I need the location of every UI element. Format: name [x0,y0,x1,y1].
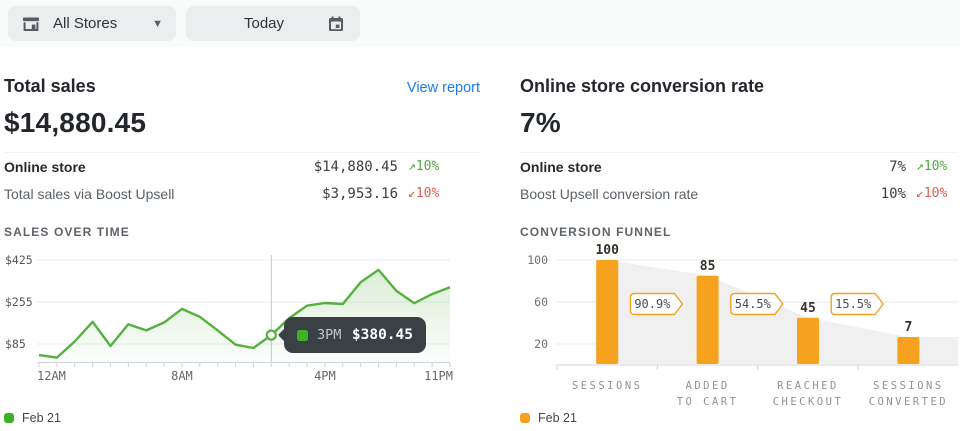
metric-delta-down: ↙10% [916,186,958,201]
metric-delta-up: ↗10% [916,159,958,174]
svg-text:100: 100 [527,253,548,267]
funnel-chart-legend: Feb 21 [520,411,577,425]
funnel-chart-svg: 100 60 20 90.9% 54.5% 15.5% 100 85 45 7 SESSIONS AD… [527,243,959,408]
storefront-icon [21,14,41,34]
metric-delta-up: ↗10% [408,159,480,174]
legend-label: Feb 21 [22,411,61,425]
trend-down-arrow-icon: ↙ [408,186,416,201]
svg-text:REACHED: REACHED [777,380,839,392]
conversion-header: Online store conversion rate [520,76,958,97]
svg-text:54.5%: 54.5% [735,297,772,311]
metric-label: Online store [4,158,86,175]
svg-text:45: 45 [800,301,816,316]
metric-label: Total sales via Boost Upsell [4,185,175,202]
metric-delta-value: 10% [415,186,440,201]
metric-row-online-store-conversion: Online store 7% ↗10% [520,153,958,180]
svg-text:$85: $85 [5,337,26,351]
svg-text:$255: $255 [5,295,33,309]
svg-text:11PM: 11PM [424,369,453,383]
svg-text:7: 7 [904,320,912,335]
conversion-title: Online store conversion rate [520,76,765,96]
store-filter-button[interactable]: All Stores ▼ [8,6,176,41]
view-report-link[interactable]: View report [406,80,480,96]
trend-up-arrow-icon: ↗ [916,159,924,174]
svg-text:TO CART: TO CART [677,396,739,408]
metric-label: Online store [520,158,602,175]
svg-text:CONVERTED: CONVERTED [869,396,948,408]
metric-delta-down: ↙10% [408,186,480,201]
total-sales-header: Total sales View report [4,76,480,97]
metric-value: $3,953.16 [322,185,398,202]
sales-over-time-chart: $425 $255 $85 12AM 8AM 4PM 11PM 3PM $380.45 [4,251,480,391]
tooltip-series-dot-icon [297,329,308,341]
legend-label: Feb 21 [538,411,577,425]
svg-text:12AM: 12AM [37,369,66,383]
conversion-funnel-chart: 100 60 20 90.9% 54.5% 15.5% 100 85 45 7 SESSIONS AD… [520,243,959,416]
trend-down-arrow-icon: ↙ [916,186,924,201]
conversion-rate-card: Online store conversion rate 7% Online s… [520,76,959,425]
svg-text:$425: $425 [5,253,33,267]
date-filter-button[interactable]: Today [186,6,360,41]
svg-text:ADDED: ADDED [686,380,730,392]
tooltip-time-label: 3PM [317,327,342,343]
svg-text:4PM: 4PM [314,369,336,383]
total-sales-metric-rows: Online store $14,880.45 ↗10% Total sales… [4,152,480,207]
store-filter-label: All Stores [53,15,118,32]
date-filter-label: Today [243,15,285,32]
svg-text:20: 20 [534,337,548,351]
svg-text:15.5%: 15.5% [835,297,872,311]
legend-swatch-orange-icon [520,413,530,423]
chart-tooltip: 3PM $380.45 [284,317,426,353]
metric-value: $14,880.45 [313,158,398,175]
svg-text:90.9%: 90.9% [634,297,671,311]
svg-text:CHECKOUT: CHECKOUT [773,396,844,408]
conversion-metric-rows: Online store 7% ↗10% Boost Upsell conver… [520,152,958,207]
metric-label: Boost Upsell conversion rate [520,185,699,202]
calendar-icon [326,14,346,34]
total-sales-big-value: $14,880.45 [4,107,147,138]
metric-row-online-store-sales: Online store $14,880.45 ↗10% [4,153,480,180]
metric-row-boost-upsell-conversion: Boost Upsell conversion rate 10% ↙10% [520,180,958,207]
metric-value: 10% [880,185,906,202]
svg-text:60: 60 [534,295,548,309]
metric-delta-value: 10% [415,159,440,174]
tooltip-value: $380.45 [351,327,413,343]
svg-text:SESSIONS: SESSIONS [572,380,643,392]
svg-text:SESSIONS: SESSIONS [873,380,944,392]
topbar: All Stores ▼ Today [0,0,960,47]
sales-chart-legend: Feb 21 [4,411,61,425]
total-sales-title: Total sales [4,76,96,96]
sales-over-time-section-title: SALES OVER TIME [4,225,130,239]
legend-swatch-green-icon [4,413,14,423]
metric-row-boost-upsell-sales: Total sales via Boost Upsell $3,953.16 ↙… [4,180,480,207]
total-sales-card: Total sales View report $14,880.45 Onlin… [4,76,480,425]
conversion-big-value: 7% [520,107,561,138]
metric-delta-value: 10% [923,186,948,201]
svg-text:85: 85 [700,259,716,274]
svg-text:8AM: 8AM [171,369,193,383]
metric-value: 7% [889,158,906,175]
chevron-down-icon: ▼ [152,17,163,30]
svg-text:100: 100 [595,243,619,258]
metric-delta-value: 10% [923,159,948,174]
conversion-funnel-section-title: CONVERSION FUNNEL [520,225,672,239]
trend-up-arrow-icon: ↗ [408,159,416,174]
